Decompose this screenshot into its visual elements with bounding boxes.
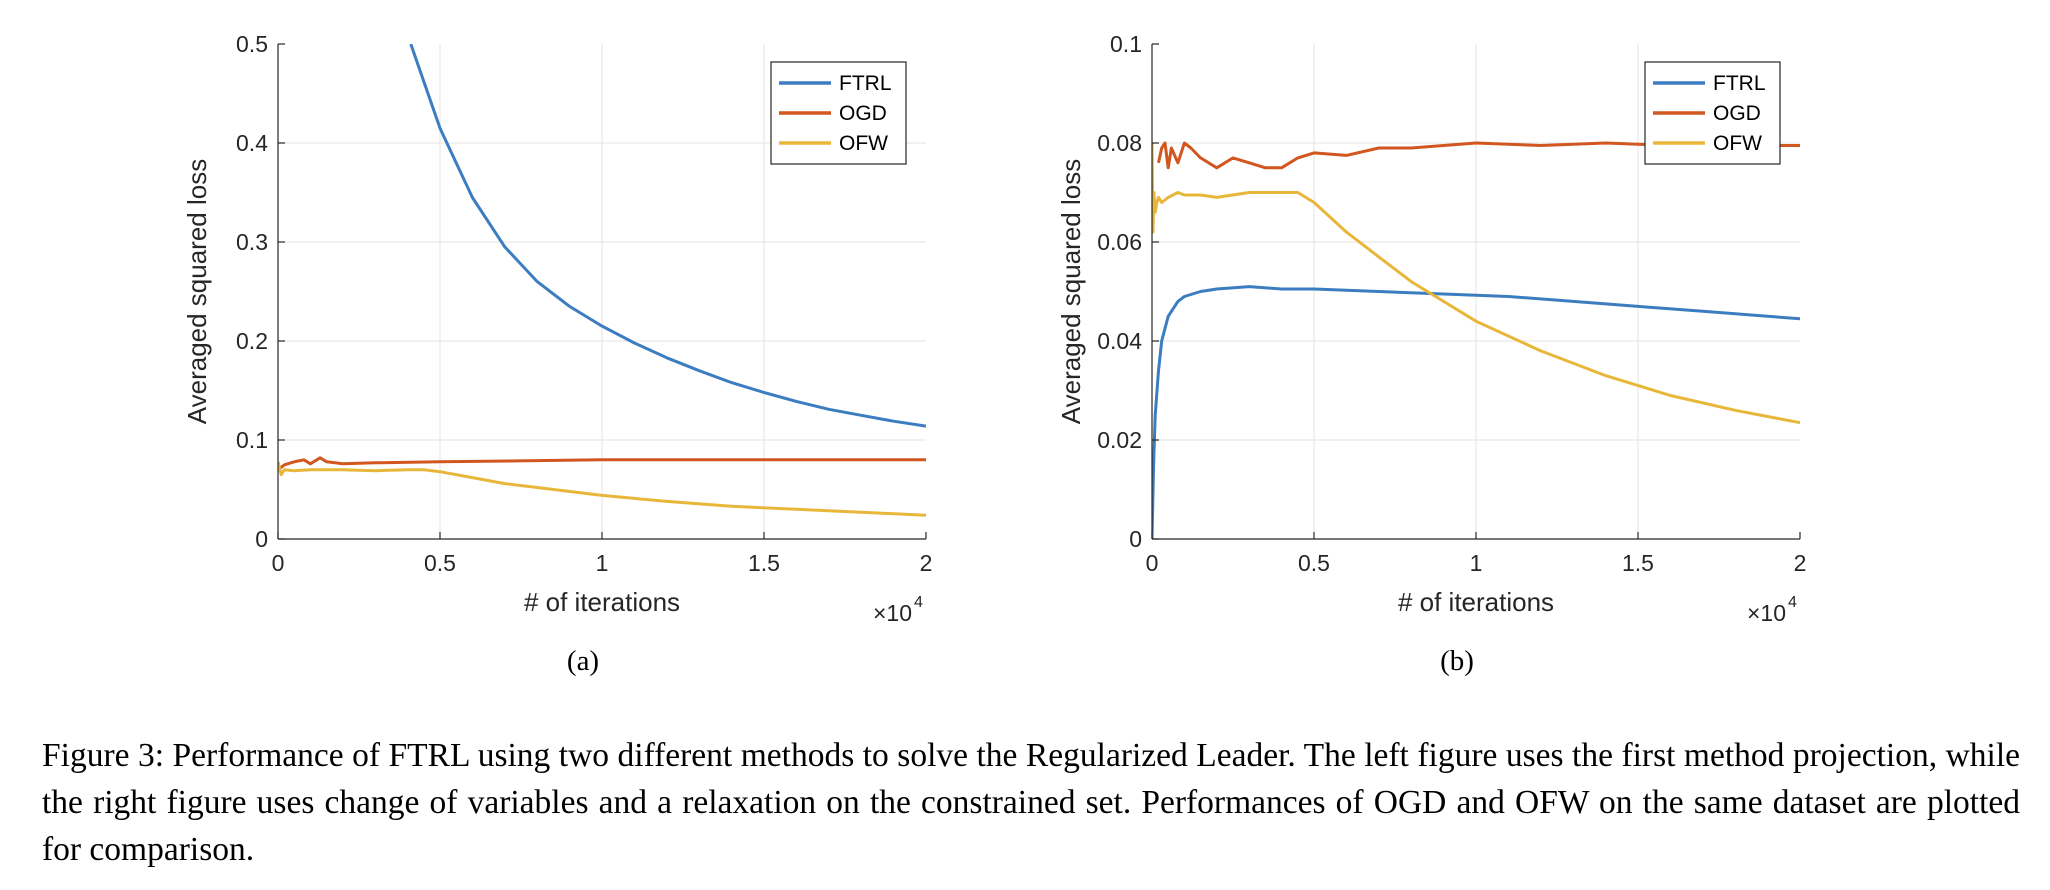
y-tick-label: 0.06 <box>1097 229 1142 255</box>
x-tick-label: 1.5 <box>1622 550 1654 576</box>
x-tick-label: 0.5 <box>424 550 456 576</box>
x-tick-label: 2 <box>1794 550 1807 576</box>
chart-panel-1: 0 0.5 1 1.5 2 0 0.1 0.2 0.3 0.4 0.5 # of iterations… <box>182 31 932 677</box>
y-tick-label: 0.1 <box>1110 31 1142 57</box>
x-tick-label: 0.5 <box>1298 550 1330 576</box>
subplot-label: (a) <box>567 645 599 677</box>
y-axis-label: Averaged squared loss <box>1056 159 1086 424</box>
x-tick-label: 2 <box>920 550 933 576</box>
figure: 0 0.5 1 1.5 2 0 0.1 0.2 0.3 0.4 0.5 # of iterations… <box>182 31 1806 677</box>
series-line-ogd <box>1157 141 1800 170</box>
figure-caption: Figure 3: Performance of FTRL using two … <box>42 737 2020 868</box>
y-tick-label: 0 <box>1129 526 1142 552</box>
y-axis-label: Averaged squared loss <box>182 159 212 424</box>
y-tick-label: 0.1 <box>236 427 268 453</box>
legend-label-ofw: OFW <box>1713 132 1762 155</box>
x-tick-label: 1 <box>1470 550 1483 576</box>
series-line-ftrl <box>409 44 926 428</box>
x-tick-label: 1 <box>596 550 609 576</box>
y-tick-label: 0.08 <box>1097 130 1142 156</box>
x-exponent-power: 4 <box>1788 594 1797 611</box>
y-tick-label: 0.2 <box>236 328 268 354</box>
legend-label-ftrl: FTRL <box>1713 72 1766 95</box>
legend-label-ogd: OGD <box>839 102 887 125</box>
x-axis-label: # of iterations <box>1398 587 1554 617</box>
series-line-ftrl <box>1152 285 1800 539</box>
x-exponent-label: ×10 <box>1747 600 1786 626</box>
y-tick-label: 0.3 <box>236 229 268 255</box>
y-tick-label: 0.04 <box>1097 328 1142 354</box>
series-line-ofw <box>1152 142 1800 425</box>
x-tick-label: 1.5 <box>748 550 780 576</box>
series-line-ogd <box>278 456 926 471</box>
legend: FTRL OGD OFW <box>1644 61 1781 165</box>
series-line-ofw <box>278 461 926 517</box>
legend: FTRL OGD OFW <box>770 61 907 165</box>
x-axis-label: # of iterations <box>524 587 680 617</box>
y-tick-label: 0 <box>255 526 268 552</box>
legend-label-ftrl: FTRL <box>839 72 892 95</box>
y-tick-label: 0.02 <box>1097 427 1142 453</box>
y-tick-label: 0.4 <box>236 130 268 156</box>
x-exponent-power: 4 <box>914 594 923 611</box>
subplot-label: (b) <box>1440 645 1474 677</box>
x-exponent-label: ×10 <box>873 600 912 626</box>
legend-label-ofw: OFW <box>839 132 888 155</box>
chart-panel-2: 0 0.5 1 1.5 2 0 0.02 0.04 0.06 0.08 0.1 # of iterat… <box>1056 31 1806 677</box>
x-tick-label: 0 <box>1146 550 1159 576</box>
y-tick-label: 0.5 <box>236 31 268 57</box>
x-tick-label: 0 <box>272 550 285 576</box>
legend-label-ogd: OGD <box>1713 102 1761 125</box>
